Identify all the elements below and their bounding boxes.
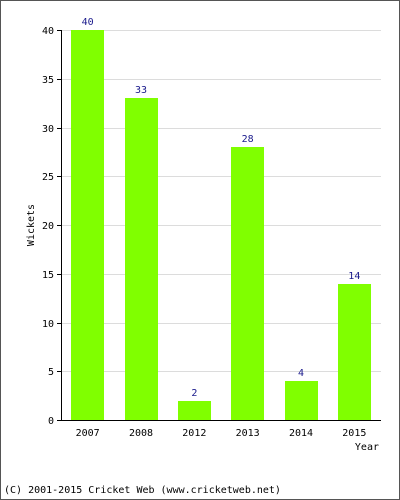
y-tick-label: 10 bbox=[42, 319, 54, 330]
y-tick-label: 0 bbox=[48, 416, 54, 427]
value-label-2014: 4 bbox=[298, 368, 304, 379]
bar-2013 bbox=[231, 147, 264, 420]
axes bbox=[57, 30, 381, 421]
value-label-2007: 40 bbox=[82, 17, 94, 28]
bar-2015 bbox=[338, 284, 371, 420]
value-label-2013: 28 bbox=[242, 134, 254, 145]
value-label-2012: 2 bbox=[191, 388, 197, 399]
value-label-2015: 14 bbox=[348, 271, 360, 282]
bar-2014 bbox=[285, 381, 318, 420]
grid-lines bbox=[61, 30, 381, 372]
bar-2008 bbox=[125, 98, 158, 420]
x-axis-title: Year bbox=[355, 442, 379, 453]
y-tick-label: 25 bbox=[42, 172, 54, 183]
x-tick-label: 2012 bbox=[182, 428, 206, 439]
bar-2012 bbox=[178, 401, 211, 420]
y-tick-label: 15 bbox=[42, 270, 54, 281]
y-tick-label: 20 bbox=[42, 221, 54, 232]
x-tick-label: 2008 bbox=[129, 428, 153, 439]
y-tick-label: 5 bbox=[48, 367, 54, 378]
value-label-2008: 33 bbox=[135, 85, 147, 96]
y-tick-label: 35 bbox=[42, 75, 54, 86]
x-tick-label: 2007 bbox=[76, 428, 100, 439]
y-axis-title: Wickets bbox=[26, 204, 37, 246]
x-tick-label: 2015 bbox=[342, 428, 366, 439]
y-tick-label: 40 bbox=[42, 26, 54, 37]
labels: 0 5 10 15 20 25 30 35 40 40 2007 33 2008 2 2012 28 2013 4… bbox=[42, 17, 366, 439]
x-tick-label: 2014 bbox=[289, 428, 313, 439]
bars bbox=[71, 30, 371, 420]
y-tick-label: 30 bbox=[42, 124, 54, 135]
copyright-footer: (C) 2001-2015 Cricket Web (www.cricketwe… bbox=[4, 485, 281, 496]
x-tick-label: 2013 bbox=[236, 428, 260, 439]
bar-2007 bbox=[71, 30, 104, 420]
